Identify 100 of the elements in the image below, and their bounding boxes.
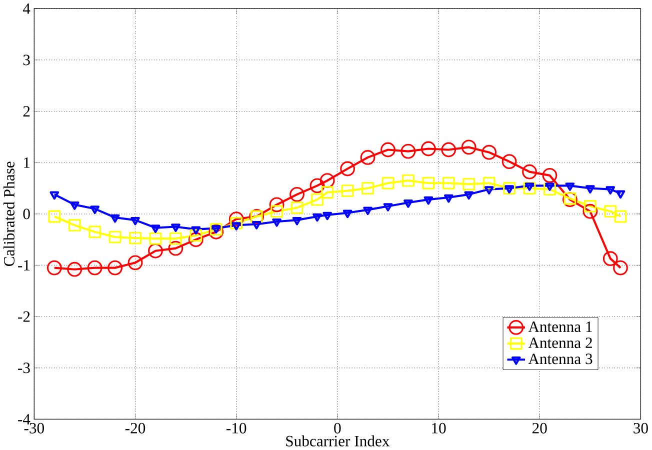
x-tick-label: -20 <box>125 422 146 434</box>
point <box>524 182 534 191</box>
point <box>482 176 496 190</box>
point <box>108 230 122 244</box>
point <box>565 182 575 191</box>
y-tick-label: 4 <box>22 4 30 14</box>
point <box>402 174 414 187</box>
point <box>252 221 262 230</box>
point <box>363 206 372 216</box>
point <box>462 178 476 190</box>
point <box>168 240 184 256</box>
x-tick-label: 30 <box>634 422 648 434</box>
x-tick-label: -30 <box>24 422 44 434</box>
point <box>342 210 352 218</box>
point <box>383 203 393 212</box>
point <box>292 217 302 226</box>
point <box>523 182 536 195</box>
point <box>272 218 282 227</box>
point <box>230 217 243 230</box>
x-axis-title: Subcarrier Index <box>286 435 390 446</box>
point <box>90 206 100 214</box>
point <box>464 191 474 200</box>
point <box>228 212 244 227</box>
y-axis-title: Calibrated Phase <box>3 162 14 266</box>
point <box>67 262 82 277</box>
point <box>613 260 628 276</box>
point <box>149 232 162 245</box>
point <box>586 185 595 194</box>
point <box>484 186 494 195</box>
legend-label: Antenna 1 <box>528 322 592 332</box>
point <box>312 213 322 222</box>
point <box>150 224 160 234</box>
point <box>382 176 394 190</box>
point <box>191 226 201 235</box>
y-tick-label: 2 <box>23 106 30 117</box>
point <box>208 224 224 240</box>
point <box>190 229 202 242</box>
point <box>461 140 476 155</box>
point <box>341 184 354 198</box>
legend-label: Antenna 2 <box>528 338 592 348</box>
point <box>614 210 627 223</box>
point <box>616 190 626 199</box>
y-tick-label: -2 <box>18 311 30 322</box>
point <box>68 219 81 232</box>
y-tick-label: -3 <box>18 362 30 374</box>
point <box>503 182 516 195</box>
legend-label: Antenna 3 <box>528 354 592 364</box>
point <box>88 226 102 238</box>
x-tick-label: -10 <box>226 422 246 434</box>
point <box>322 212 332 220</box>
point <box>545 182 554 191</box>
point <box>362 182 374 195</box>
y-tick-label: 3 <box>23 54 30 66</box>
point <box>188 232 204 248</box>
point <box>420 141 436 156</box>
point <box>602 251 618 266</box>
point <box>110 214 120 223</box>
point <box>604 205 617 218</box>
point <box>48 210 61 223</box>
y-tick-label: -1 <box>18 260 30 270</box>
point <box>50 191 60 200</box>
point <box>482 144 497 160</box>
point <box>422 176 435 190</box>
point <box>70 202 80 210</box>
point <box>232 222 242 230</box>
point <box>169 232 182 245</box>
point <box>404 200 413 208</box>
point <box>380 142 396 158</box>
point <box>310 178 325 194</box>
point <box>340 161 355 176</box>
x-tick-label: 20 <box>532 422 547 434</box>
point <box>87 260 102 276</box>
point <box>320 173 335 188</box>
y-tick-label: -4 <box>18 414 30 424</box>
point <box>542 168 558 183</box>
point <box>606 186 616 195</box>
point <box>442 176 455 190</box>
point <box>130 217 140 226</box>
point <box>321 186 334 199</box>
point <box>360 150 376 165</box>
point <box>522 164 537 180</box>
point <box>582 204 598 219</box>
point <box>444 194 454 203</box>
point <box>148 243 163 258</box>
point <box>129 232 142 244</box>
point <box>171 224 180 232</box>
y-tick-label: 1 <box>24 158 30 168</box>
point <box>290 202 304 214</box>
point <box>400 144 416 159</box>
point <box>424 196 434 205</box>
point <box>128 255 143 270</box>
point <box>269 197 284 212</box>
point <box>441 142 456 158</box>
point <box>270 205 283 218</box>
y-tick-label: 0 <box>23 208 30 220</box>
point <box>502 154 517 170</box>
point <box>504 185 514 194</box>
point <box>584 200 596 212</box>
x-tick-label: 0 <box>334 422 341 434</box>
point <box>108 260 122 276</box>
